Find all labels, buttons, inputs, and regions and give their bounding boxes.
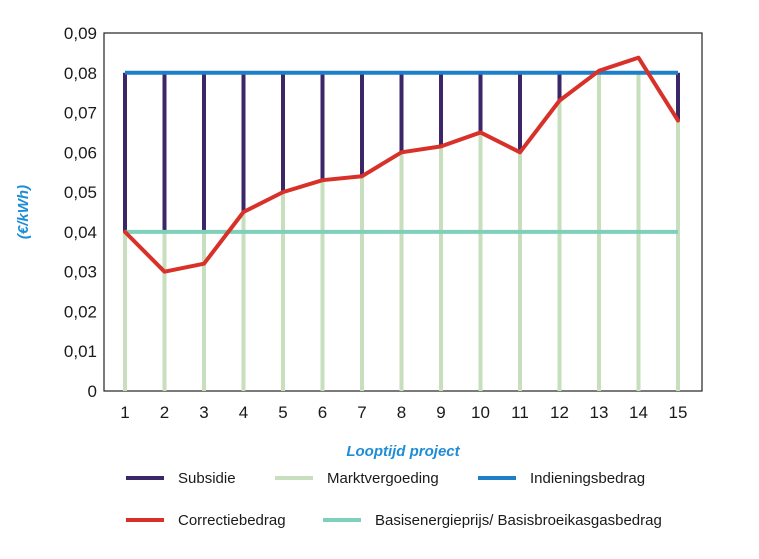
y-tick-label: 0 (88, 382, 97, 401)
y-tick-label: 0,07 (64, 104, 97, 123)
x-tick-label: 15 (669, 403, 688, 422)
y-tick-label: 0,06 (64, 143, 97, 162)
correctiebedrag-line (123, 55, 680, 274)
x-tick-labels: 1 2 3 4 5 6 7 8 9 10 11 12 13 14 15 (120, 403, 687, 422)
y-tick-labels: 0 0,01 0,02 0,03 0,04 0,05 0,06 0,07 0,08 0,09 (64, 24, 97, 401)
legend-label-subsidie: Subsidie (178, 470, 236, 487)
x-tick-label: 14 (629, 403, 648, 422)
x-tick-label: 3 (199, 403, 208, 422)
y-tick-label: 0,01 (64, 342, 97, 361)
x-axis-title: Looptijd project (346, 443, 460, 460)
legend-label-basisenergieprijs-basisbroeikasgasbedrag: Basisenergieprijs/ Basisbroeikasgasbedra… (375, 512, 662, 529)
x-tick-label: 6 (318, 403, 327, 422)
y-tick-label: 0,04 (64, 223, 97, 242)
x-tick-label: 13 (590, 403, 609, 422)
x-tick-label: 2 (160, 403, 169, 422)
x-tick-label: 7 (357, 403, 366, 422)
y-tick-label: 0,09 (64, 24, 97, 43)
x-tick-label: 9 (436, 403, 445, 422)
x-tick-label: 5 (278, 403, 287, 422)
x-tick-label: 12 (550, 403, 569, 422)
legend-label-indieningsbedrag: Indieningsbedrag (530, 470, 645, 487)
y-tick-label: 0,03 (64, 263, 97, 282)
y-tick-label: 0,02 (64, 302, 97, 321)
legend-label-marktvergoeding: Marktvergoeding (327, 470, 439, 487)
x-tick-label: 4 (239, 403, 248, 422)
plot-area (103, 32, 703, 392)
x-tick-label: 8 (397, 403, 406, 422)
y-tick-label: 0,08 (64, 64, 97, 83)
x-tick-label: 11 (511, 403, 529, 422)
x-tick-label: 1 (120, 403, 129, 422)
legend: Subsidie Marktvergoeding Indieningsbedrag C… (126, 470, 662, 529)
legend-label-correctiebedrag: Correctiebedrag (178, 512, 286, 529)
y-tick-label: 0,05 (64, 183, 97, 202)
x-tick-label: 10 (471, 403, 490, 422)
y-axis-title: (€/kWh) (15, 185, 32, 239)
